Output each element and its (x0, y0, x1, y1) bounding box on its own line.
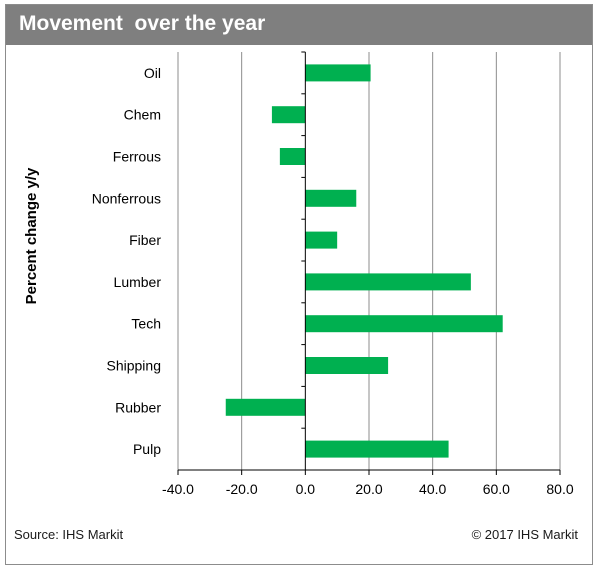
category-label: Nonferrous (92, 190, 161, 206)
x-tick-label: 0.0 (296, 481, 316, 497)
bars (225, 64, 503, 458)
source-note: Source: IHS Markit (14, 527, 124, 542)
x-tick-label: 40.0 (419, 481, 446, 497)
gridlines (177, 52, 561, 470)
category-label: Chem (124, 107, 161, 123)
category-label: Tech (131, 316, 161, 332)
axes (177, 51, 561, 475)
category-label: Pulp (133, 441, 161, 457)
x-tick-label: 60.0 (483, 481, 510, 497)
bar (305, 315, 503, 333)
bar (305, 440, 449, 458)
y-axis-label: Percent change y/y (23, 167, 40, 304)
category-label: Oil (144, 65, 161, 81)
title-bar: Movement over the year (6, 5, 592, 45)
x-tick-label: -40.0 (162, 481, 194, 497)
category-label: Shipping (107, 358, 162, 374)
bar (305, 357, 389, 374)
chart-title: Movement over the year (19, 12, 266, 35)
category-label: Ferrous (113, 149, 161, 165)
category-label: Lumber (114, 274, 162, 290)
bar (225, 398, 306, 416)
bar (305, 189, 357, 207)
x-tick-label: -20.0 (226, 481, 258, 497)
category-label: Rubber (115, 399, 161, 415)
category-label: Fiber (129, 232, 161, 248)
x-tick-label: 80.0 (546, 481, 573, 497)
bar (305, 273, 471, 291)
x-tick-label: 20.0 (355, 481, 382, 497)
chart-frame: Movement over the year (5, 4, 593, 565)
bar (279, 148, 306, 165)
labels: -40.0 -20.0 0.0 20.0 40.0 60.0 80.0 Oil Chem Ferr… (92, 65, 574, 497)
bar (305, 231, 338, 249)
copyright-note: © 2017 IHS Markit (471, 527, 578, 542)
bar (271, 106, 306, 124)
bar (305, 64, 371, 82)
